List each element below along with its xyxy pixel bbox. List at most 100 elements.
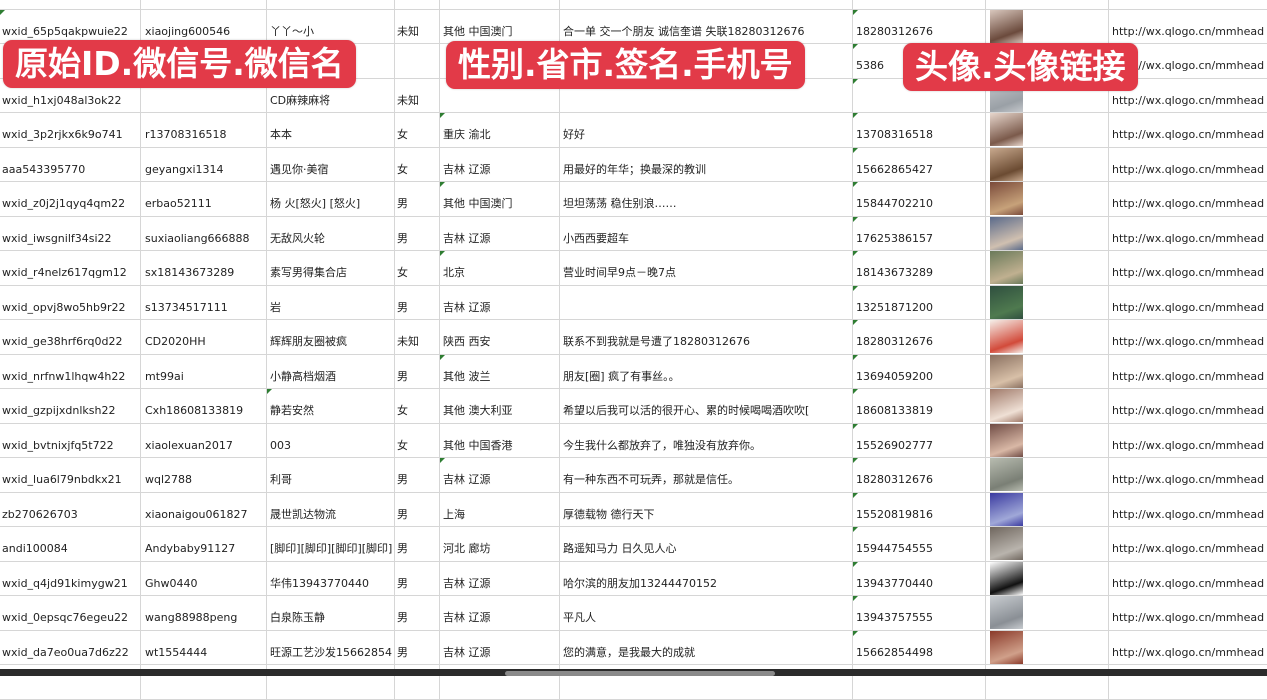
cell-signature[interactable]: 坦坦荡荡 稳住别浪……	[560, 182, 853, 216]
cell-wechat-id[interactable]: xiaonaigou061827	[141, 492, 267, 526]
cell-avatar[interactable]	[986, 216, 1109, 250]
cell-wechat-name[interactable]: 本本	[267, 113, 395, 147]
cell-region[interactable]: 吉林 辽源	[440, 147, 560, 181]
cell-signature[interactable]: 您的满意，是我最大的成就	[560, 630, 853, 664]
cell-region[interactable]	[440, 78, 560, 112]
cell-gender[interactable]: 未知	[395, 78, 440, 112]
cell[interactable]	[1109, 0, 1267, 9]
cell-gender[interactable]: 男	[395, 458, 440, 492]
cell-region[interactable]: 其他 波兰	[440, 354, 560, 388]
cell-wechat-name[interactable]: 利哥	[267, 458, 395, 492]
cell-region[interactable]: 吉林 辽源	[440, 596, 560, 630]
cell-wechat-name[interactable]: 岩	[267, 285, 395, 319]
cell-original-id[interactable]: wxid_65p5qakpwuie22	[0, 9, 141, 43]
cell-wechat-name[interactable]: 辉辉朋友圈被疯	[267, 320, 395, 354]
cell-avatar-link[interactable]: http://wx.qlogo.cn/mmhead	[1109, 10, 1267, 44]
cell-wechat-id[interactable]: Cxh18608133819	[141, 389, 267, 423]
cell-gender[interactable]: 男	[395, 630, 440, 664]
cell-signature[interactable]: 营业时间早9点－晚7点	[560, 251, 853, 285]
cell-wechat-name[interactable]: 无敌风火轮	[267, 216, 395, 250]
cell-wechat-id[interactable]: mt99ai	[141, 354, 267, 388]
cell-signature[interactable]: 希望以后我可以活的很开心、累的时候喝喝酒吹吹[	[560, 389, 853, 423]
cell-gender[interactable]: 男	[395, 182, 440, 216]
cell-avatar-link[interactable]: http://wx.qlogo.cn/mmhead	[1109, 596, 1267, 630]
cell-wechat-id[interactable]: wang88988peng	[141, 596, 267, 630]
cell-original-id[interactable]: wxid_gzpijxdnlksh22	[0, 389, 141, 423]
cell[interactable]	[141, 0, 267, 9]
cell-region[interactable]: 其他 中国澳门	[440, 9, 560, 43]
cell-wechat-name[interactable]: 003	[267, 423, 395, 457]
cell-signature[interactable]	[560, 285, 853, 319]
cell[interactable]	[560, 0, 853, 9]
cell-wechat-id[interactable]: sx18143673289	[141, 251, 267, 285]
cell-phone[interactable]: 13708316518	[853, 113, 986, 147]
cell-original-id[interactable]: wxid_lua6l79nbdkx21	[0, 458, 141, 492]
cell-original-id[interactable]: wxid_r4nelz617qgm12	[0, 251, 141, 285]
cell-wechat-name[interactable]: 杨 火[怒火] [怒火]	[267, 182, 395, 216]
cell[interactable]	[395, 0, 440, 9]
cell-original-id[interactable]: wxid_ge38hrf6rq0d22	[0, 320, 141, 354]
cell-region[interactable]: 其他 中国澳门	[440, 182, 560, 216]
cell-avatar[interactable]	[986, 354, 1109, 388]
cell-region[interactable]: 北京	[440, 251, 560, 285]
cell-wechat-id[interactable]: wql2788	[141, 458, 267, 492]
cell-gender[interactable]: 女	[395, 423, 440, 457]
cell-avatar-link[interactable]: http://wx.qlogo.cn/mmhead	[1109, 148, 1267, 182]
cell-wechat-id[interactable]: r13708316518	[141, 113, 267, 147]
cell-region[interactable]: 河北 廊坊	[440, 527, 560, 561]
cell-phone[interactable]: 18280312676	[853, 9, 986, 43]
cell-original-id[interactable]: wxid_opvj8wo5hb9r22	[0, 285, 141, 319]
cell-phone[interactable]	[853, 78, 986, 112]
cell-region[interactable]: 重庆 渝北	[440, 113, 560, 147]
cell-original-id[interactable]: aaa543395770	[0, 147, 141, 181]
cell-gender[interactable]	[395, 44, 440, 78]
cell-avatar-link[interactable]: http://wx.qlogo.cn/mmhead	[1109, 493, 1267, 527]
cell-gender[interactable]: 男	[395, 596, 440, 630]
cell-wechat-id[interactable]: wt1554444	[141, 630, 267, 664]
cell-wechat-id[interactable]: suxiaoliang666888	[141, 216, 267, 250]
cell-avatar-link[interactable]: http://wx.qlogo.cn/mmhead	[1109, 562, 1267, 596]
cell-original-id[interactable]: wxid_h1xj048al3ok22	[0, 78, 141, 112]
cell-wechat-name[interactable]: CD麻辣麻将	[267, 78, 395, 112]
cell-avatar-link[interactable]: http://wx.qlogo.cn/mmhead	[1109, 527, 1267, 561]
cell-avatar-link[interactable]: http://wx.qlogo.cn/mmhead	[1109, 182, 1267, 216]
cell-avatar-link[interactable]: http://wx.qlogo.cn/mmhead	[1109, 217, 1267, 251]
cell-wechat-name[interactable]: [脚印][脚印][脚印][脚印]	[267, 527, 395, 561]
cell-phone[interactable]: 18143673289	[853, 251, 986, 285]
cell-wechat-id[interactable]: erbao52111	[141, 182, 267, 216]
cell-phone[interactable]: 15844702210	[853, 182, 986, 216]
cell-region[interactable]: 其他 中国香港	[440, 423, 560, 457]
cell-region[interactable]: 吉林 辽源	[440, 561, 560, 595]
cell-avatar-link[interactable]: http://wx.qlogo.cn/mmhead	[1109, 79, 1267, 113]
cell-region[interactable]: 其他 澳大利亚	[440, 389, 560, 423]
cell-wechat-name[interactable]: 白泉陈玉静	[267, 596, 395, 630]
cell-phone[interactable]: 13694059200	[853, 354, 986, 388]
cell-region[interactable]: 吉林 辽源	[440, 458, 560, 492]
cell-wechat-name[interactable]: 旺源工艺沙发15662854	[267, 630, 395, 664]
cell-avatar-link[interactable]: http://wx.qlogo.cn/mmhead	[1109, 458, 1267, 492]
cell-signature[interactable]: 厚德载物 德行天下	[560, 492, 853, 526]
cell-phone[interactable]: 15526902777	[853, 423, 986, 457]
cell-wechat-id[interactable]: geyangxi1314	[141, 147, 267, 181]
cell-signature[interactable]: 朋友[圈] 疯了有事丝。。	[560, 354, 853, 388]
cell-phone[interactable]: 17625386157	[853, 216, 986, 250]
cell-signature[interactable]: 平凡人	[560, 596, 853, 630]
cell-original-id[interactable]: wxid_z0j2j1qyq4qm22	[0, 182, 141, 216]
cell-signature[interactable]: 小西西要超车	[560, 216, 853, 250]
cell-wechat-name[interactable]	[267, 44, 395, 78]
cell-region[interactable]: 陕西 西安	[440, 320, 560, 354]
cell-avatar-link[interactable]: http://wx.qlogo.cn/mmhead	[1109, 113, 1267, 147]
cell-avatar-link[interactable]: http://wx.qlogo.cn/mmhead	[1109, 286, 1267, 320]
cell-signature[interactable]: 路遥知马力 日久见人心	[560, 527, 853, 561]
cell[interactable]	[853, 0, 986, 9]
cell-wechat-id[interactable]	[141, 78, 267, 112]
horizontal-scrollbar[interactable]	[505, 671, 775, 676]
cell-gender[interactable]: 未知	[395, 9, 440, 43]
cell-gender[interactable]: 未知	[395, 320, 440, 354]
cell-signature[interactable]: 合一单 交一个朋友 诚信奎谱 失联18280312676	[560, 9, 853, 43]
cell-signature[interactable]: 用最好的年华；换最深的教训	[560, 147, 853, 181]
cell-region[interactable]: 上海	[440, 492, 560, 526]
cell[interactable]	[440, 0, 560, 9]
cell-signature[interactable]: 好好	[560, 113, 853, 147]
cell[interactable]	[0, 0, 141, 9]
